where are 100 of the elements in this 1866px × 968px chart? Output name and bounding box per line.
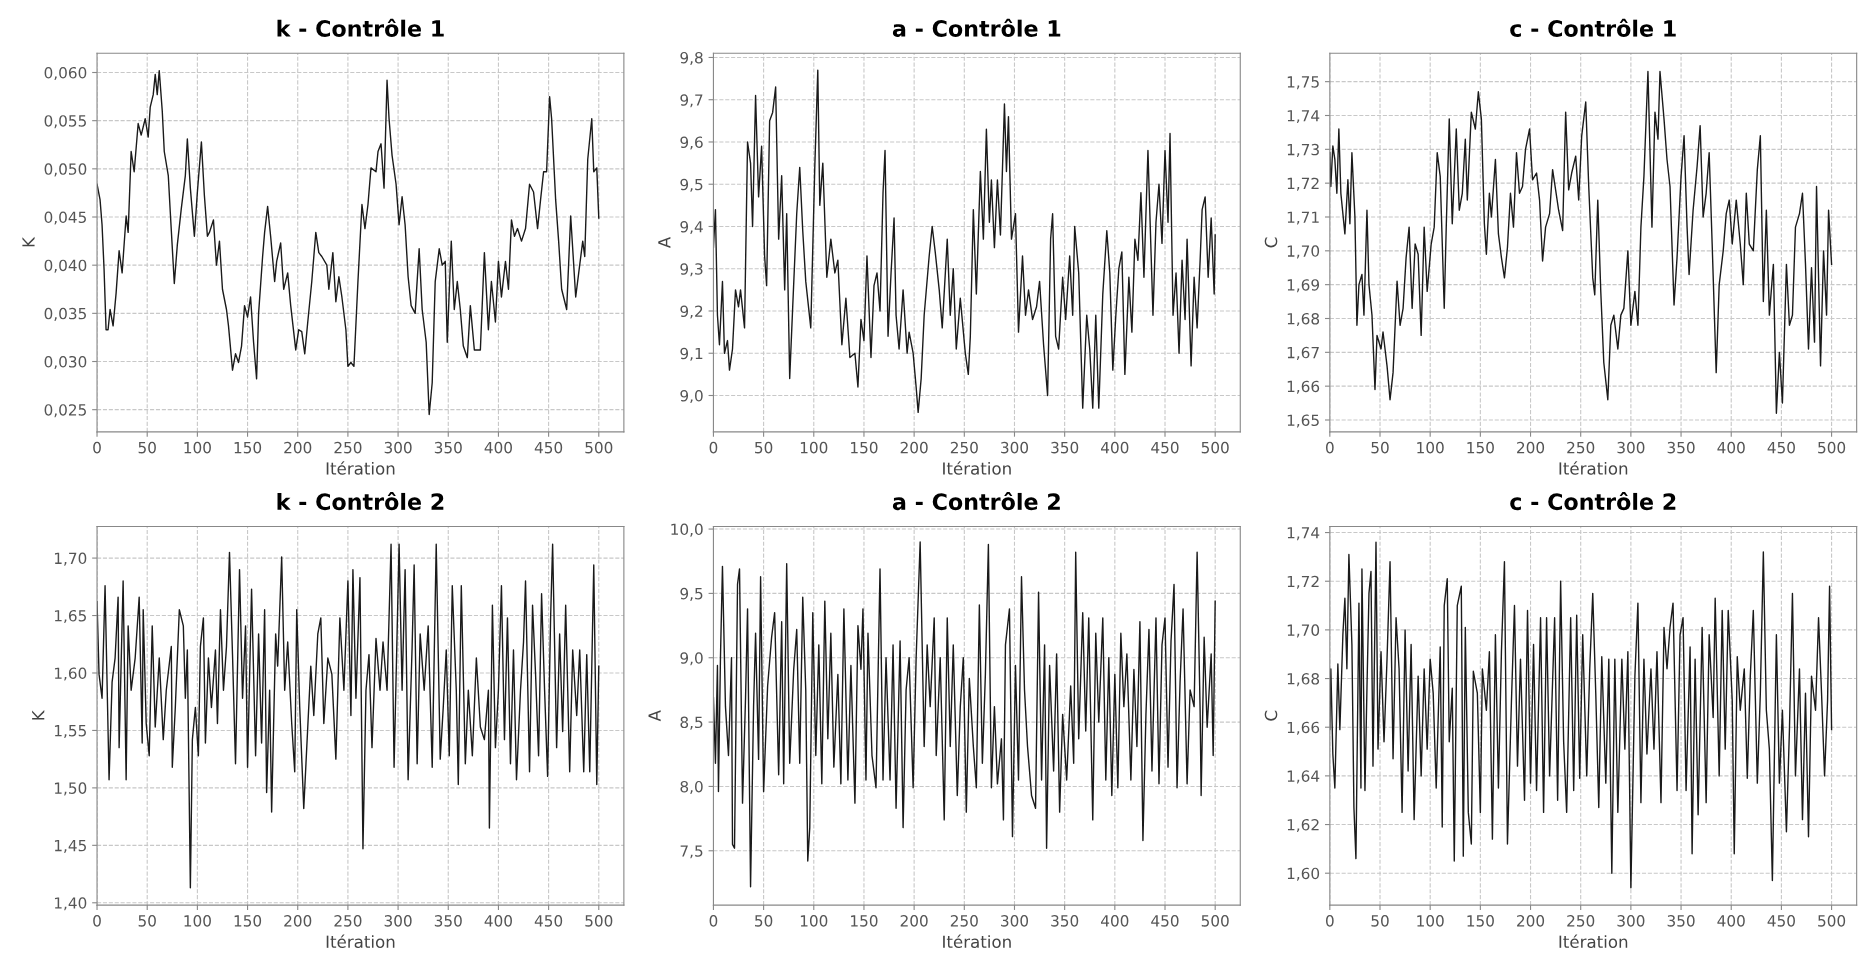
y-tick-label: 0,035 [44, 307, 86, 321]
line-series [713, 69, 1216, 414]
y-tick-label: 1,66 [1287, 380, 1320, 394]
y-tick-label: 0,050 [44, 163, 87, 177]
y-tick-label: 7,5 [680, 845, 703, 859]
x-tick-label: 400 [484, 915, 512, 927]
y-axis-title: A [658, 236, 671, 249]
x-tick-label: 0 [93, 915, 101, 927]
y-tick-label: 1,64 [1287, 770, 1320, 784]
y-tick-label: 0,060 [44, 66, 87, 81]
y-tick-label: 9,1 [680, 347, 703, 361]
y-tick-label: 9,4 [680, 220, 703, 235]
y-tick-label: 1,62 [1287, 819, 1319, 833]
y-tick-label: 1,65 [1287, 414, 1319, 428]
x-axis-title: Itération [943, 934, 1011, 949]
x-tick-label: 100 [184, 441, 211, 454]
x-tick-label: 100 [800, 915, 828, 927]
x-tick-label: 400 [1101, 915, 1129, 927]
y-tick-label: 1,70 [54, 552, 87, 566]
x-tick-label: 50 [755, 441, 773, 454]
x-tick-label: 150 [234, 915, 262, 927]
x-tick-label: 400 [1717, 441, 1745, 454]
y-tick-label: 10,0 [671, 523, 703, 537]
x-tick-label: 400 [1717, 915, 1745, 927]
x-tick-label: 0 [93, 441, 101, 454]
y-tick-label: 1,74 [1287, 110, 1320, 124]
x-tick-label: 150 [1467, 915, 1494, 927]
chart-title: c - Contrôle 2 [1510, 492, 1676, 511]
x-tick-label: 400 [1101, 441, 1129, 454]
line-series [713, 541, 1216, 888]
x-tick-label: 100 [184, 915, 211, 927]
x-tick-label: 0 [709, 915, 718, 927]
x-tick-label: 300 [1001, 441, 1029, 454]
y-axis-title: C [1264, 710, 1278, 721]
x-tick-label: 250 [1567, 915, 1595, 927]
x-tick-label: 450 [1767, 441, 1795, 454]
chart-title: a - Contrôle 1 [892, 18, 1061, 37]
line-series [97, 69, 600, 416]
x-tick-label: 300 [384, 441, 412, 454]
y-tick-label: 9,8 [680, 51, 703, 66]
x-tick-label: 350 [434, 915, 462, 927]
x-tick-label: 450 [1767, 915, 1795, 927]
y-tick-label: 1,55 [54, 725, 86, 739]
y-tick-label: 1,66 [1287, 721, 1320, 735]
y-tick-label: 1,50 [54, 782, 87, 796]
y-axis-title: K [32, 709, 45, 720]
x-tick-label: 100 [1417, 441, 1444, 454]
y-tick-label: 1,45 [54, 840, 86, 853]
chart-title: k - Contrôle 2 [277, 492, 444, 511]
y-tick-label: 1,68 [1287, 312, 1320, 327]
y-tick-label: 9,5 [680, 587, 703, 601]
y-tick-label: 1,40 [54, 897, 87, 911]
x-tick-label: 200 [900, 915, 928, 927]
x-tick-label: 450 [1151, 441, 1179, 454]
x-tick-label: 200 [284, 441, 312, 454]
x-tick-label: 300 [1617, 915, 1645, 927]
x-tick-label: 200 [900, 441, 928, 454]
x-tick-label: 0 [1325, 915, 1334, 927]
x-tick-label: 500 [1201, 915, 1229, 927]
x-tick-label: 500 [585, 441, 613, 454]
y-tick-label: 9,0 [680, 652, 703, 666]
x-tick-label: 300 [1001, 915, 1029, 927]
x-tick-label: 450 [534, 441, 563, 454]
x-tick-label: 450 [534, 915, 563, 927]
x-tick-label: 150 [851, 441, 878, 454]
y-tick-label: 0,030 [44, 355, 87, 370]
y-tick-label: 1,73 [1287, 143, 1319, 157]
x-tick-label: 450 [1151, 915, 1179, 927]
x-tick-label: 0 [1325, 441, 1334, 454]
x-tick-label: 50 [138, 441, 156, 454]
y-tick-label: 0,040 [44, 259, 87, 273]
y-tick-label: 1,75 [1287, 76, 1319, 90]
x-tick-label: 350 [1667, 441, 1695, 454]
y-tick-label: 9,3 [680, 263, 703, 277]
x-tick-label: 500 [1201, 441, 1229, 454]
x-axis-title: Itération [326, 934, 395, 949]
chart-title: a - Contrôle 2 [892, 492, 1060, 511]
x-tick-label: 500 [1818, 441, 1846, 454]
x-tick-label: 50 [1371, 915, 1389, 927]
y-tick-label: 0,045 [44, 211, 86, 225]
y-axis-title: C [1264, 237, 1278, 248]
y-tick-label: 1,60 [54, 667, 87, 681]
y-tick-label: 1,71 [1287, 211, 1319, 225]
x-tick-label: 350 [434, 441, 462, 454]
x-tick-label: 150 [1467, 441, 1494, 454]
y-axis-title: K [22, 236, 35, 247]
x-tick-label: 350 [1667, 915, 1695, 927]
y-tick-label: 1,60 [1287, 867, 1320, 881]
x-tick-label: 300 [384, 915, 412, 927]
x-tick-label: 250 [334, 441, 362, 454]
x-axis-title: Itération [1559, 934, 1628, 949]
y-tick-label: 9,6 [680, 136, 703, 150]
y-tick-label: 1,74 [1287, 527, 1320, 541]
x-tick-label: 150 [234, 441, 262, 454]
y-tick-label: 9,0 [680, 389, 703, 404]
y-tick-label: 8,5 [680, 716, 703, 730]
x-tick-label: 100 [1417, 915, 1444, 927]
y-tick-label: 1,68 [1287, 673, 1320, 687]
x-axis-title: Itération [326, 461, 395, 475]
x-tick-label: 350 [1051, 441, 1079, 454]
